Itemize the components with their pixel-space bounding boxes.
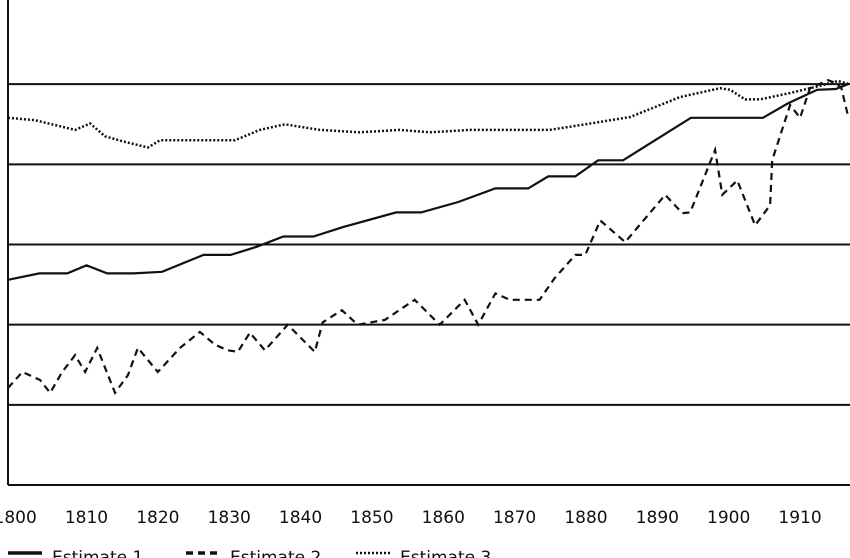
series-line (7, 79, 849, 396)
x-tick-label: 1880 (564, 508, 607, 528)
x-tick-label: 1860 (422, 508, 465, 528)
legend-label: Estimate 1 (52, 548, 143, 558)
x-tick-label: 1890 (636, 508, 679, 528)
x-tick-label: 1840 (279, 508, 322, 528)
x-tick-label: 1800 (0, 508, 37, 528)
legend-label: Estimate 2 (230, 548, 321, 558)
legend-label: Estimate 3 (400, 548, 491, 558)
x-tick-label: 1900 (707, 508, 750, 528)
x-tick-label: 1820 (136, 508, 179, 528)
series-line (7, 79, 850, 149)
x-tick-label: 1810 (65, 508, 108, 528)
x-tick-label: 1850 (350, 508, 393, 528)
x-tick-label: 1910 (778, 508, 821, 528)
series-line (7, 83, 849, 281)
x-tick-label: 1870 (493, 508, 536, 528)
x-tick-label: 1830 (208, 508, 251, 528)
